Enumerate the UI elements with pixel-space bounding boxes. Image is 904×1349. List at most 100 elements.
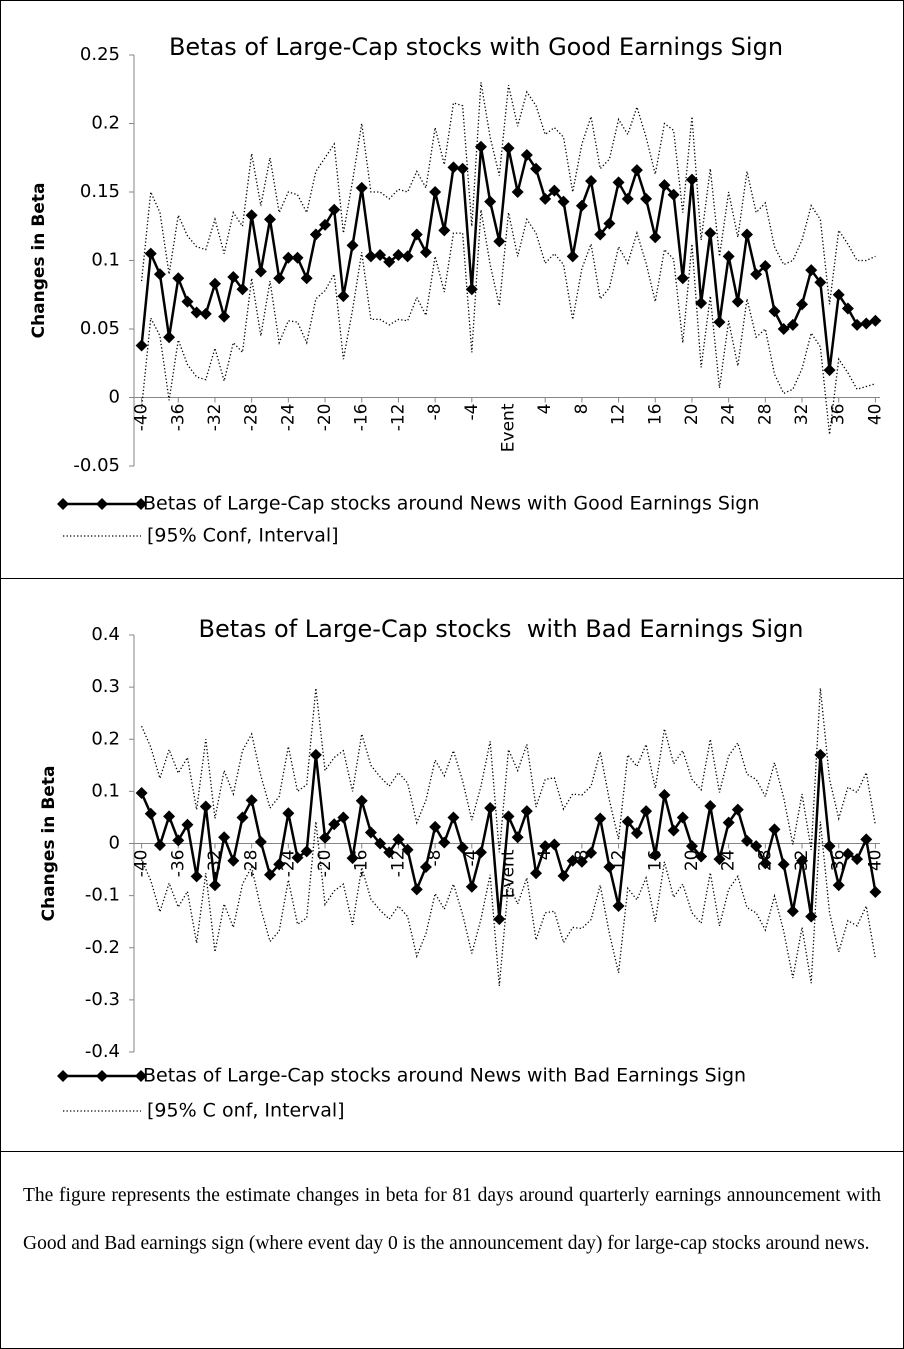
beta-marker <box>740 834 753 847</box>
beta-marker <box>300 845 313 858</box>
x-tick-label: 8 <box>572 850 592 861</box>
beta-marker <box>181 295 194 308</box>
beta-marker <box>575 855 588 868</box>
beta-marker <box>465 283 478 296</box>
y-tick-label: 0.3 <box>91 676 120 697</box>
beta-marker <box>768 823 781 836</box>
beta-marker <box>309 748 322 761</box>
beta-marker <box>860 833 873 846</box>
beta-marker <box>438 836 451 849</box>
beta-marker <box>695 850 708 863</box>
beta-marker <box>832 879 845 892</box>
beta-marker <box>640 805 653 818</box>
beta-marker <box>493 235 506 248</box>
beta-marker <box>658 789 671 802</box>
x-tick-label: 4 <box>535 850 555 861</box>
x-tick-label: 12 <box>609 404 629 426</box>
beta-marker <box>869 314 882 327</box>
beta-marker <box>328 203 341 216</box>
y-tick-label: 0 <box>109 833 120 854</box>
beta-marker <box>181 818 194 831</box>
chart-title: Betas of Large-Cap stocks with Good Earn… <box>169 33 783 61</box>
x-tick-label: 4 <box>535 404 555 415</box>
beta-marker <box>273 272 286 285</box>
beta-marker <box>337 811 350 824</box>
beta-marker <box>502 810 515 823</box>
beta-marker <box>649 848 662 861</box>
beta-marker <box>227 270 240 283</box>
x-tick-label: -28 <box>242 850 262 878</box>
beta-marker <box>447 811 460 824</box>
x-tick-label: -4 <box>462 404 482 421</box>
beta-marker <box>254 265 267 278</box>
beta-marker <box>731 295 744 308</box>
beta-marker <box>640 192 653 205</box>
beta-marker <box>796 298 809 311</box>
beta-marker <box>291 851 304 864</box>
beta-marker <box>190 306 203 319</box>
x-tick-label: -16 <box>352 850 372 878</box>
legend-label: [95% C onf, Interval] <box>147 1100 345 1122</box>
beta-marker <box>163 810 176 823</box>
beta-marker <box>236 811 249 824</box>
x-tick-label: 20 <box>682 404 702 426</box>
beta-marker <box>337 290 350 303</box>
beta-marker <box>750 268 763 281</box>
beta-marker <box>722 250 735 263</box>
beta-marker <box>493 913 506 926</box>
beta-marker <box>630 164 643 177</box>
beta-marker <box>264 868 277 881</box>
y-tick-label: -0.1 <box>85 885 120 906</box>
interval-line <box>140 82 876 305</box>
beta-marker <box>814 276 827 289</box>
beta-marker <box>621 192 634 205</box>
beta-marker <box>172 272 185 285</box>
beta-marker <box>539 192 552 205</box>
beta-marker <box>676 811 689 824</box>
beta-marker <box>364 826 377 839</box>
beta-marker <box>731 803 744 816</box>
beta-line <box>140 146 876 371</box>
separator <box>1 1151 903 1152</box>
x-tick-label: -40 <box>132 404 152 432</box>
beta-marker <box>401 250 414 263</box>
beta-marker <box>328 818 341 831</box>
beta-marker <box>713 316 726 329</box>
beta-marker <box>658 179 671 192</box>
beta-marker <box>676 272 689 285</box>
beta-marker <box>438 224 451 237</box>
beta-marker <box>355 181 368 194</box>
beta-marker <box>291 251 304 264</box>
x-tick-label: 28 <box>755 404 775 426</box>
beta-marker <box>575 199 588 212</box>
x-tick-label: -20 <box>315 850 335 878</box>
x-tick-label: 40 <box>865 404 885 426</box>
beta-marker <box>786 905 799 918</box>
beta-marker <box>383 846 396 859</box>
beta-marker <box>392 833 405 846</box>
beta-marker <box>823 840 836 853</box>
y-tick-label: 0.4 <box>91 624 120 645</box>
x-axis-title: Event <box>499 403 519 452</box>
beta-marker <box>383 255 396 268</box>
beta-marker <box>530 867 543 880</box>
beta-marker <box>520 149 533 162</box>
beta-marker <box>612 176 625 189</box>
beta-marker <box>621 815 634 828</box>
beta-marker <box>282 807 295 820</box>
x-tick-label: -16 <box>352 404 372 432</box>
beta-marker <box>254 835 267 848</box>
legend-label: Betas of Large-Cap stocks around News wi… <box>143 1065 746 1087</box>
beta-marker <box>594 228 607 241</box>
x-tick-label: 32 <box>792 404 812 426</box>
legend-label: Betas of Large-Cap stocks around News wi… <box>143 493 759 515</box>
beta-marker <box>511 831 524 844</box>
x-tick-label: -40 <box>132 850 152 878</box>
beta-marker <box>419 860 432 873</box>
beta-marker <box>282 251 295 264</box>
beta-marker <box>474 140 487 153</box>
beta-marker <box>603 860 616 873</box>
beta-marker <box>153 839 166 852</box>
beta-marker <box>429 186 442 198</box>
